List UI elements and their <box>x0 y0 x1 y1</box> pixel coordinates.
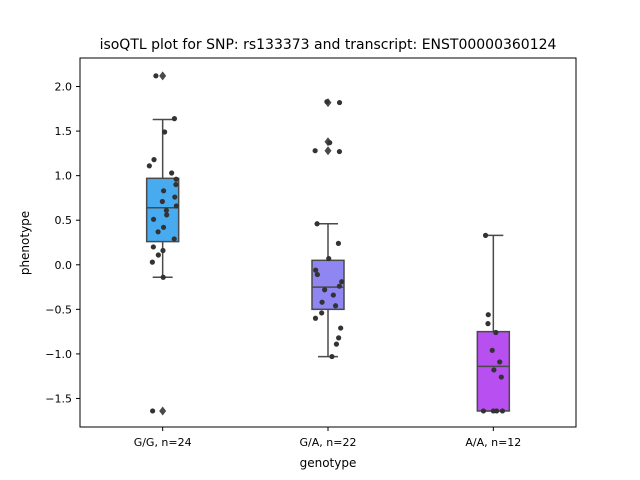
y-tick-label: 0.5 <box>55 214 73 227</box>
data-point <box>329 353 335 360</box>
data-point <box>494 408 500 414</box>
box <box>145 177 180 243</box>
data-point <box>482 232 489 238</box>
data-point <box>312 315 319 321</box>
data-point <box>153 73 159 79</box>
box-group-1 <box>145 71 180 416</box>
data-point <box>480 408 487 414</box>
data-point <box>491 367 497 373</box>
data-point <box>336 335 342 341</box>
x-axis-label: genotype <box>300 456 357 470</box>
outlier-marker <box>159 71 167 81</box>
data-point <box>339 279 345 285</box>
data-point <box>155 229 161 235</box>
x-tick-label: G/A, n=22 <box>300 436 357 449</box>
data-point <box>489 347 495 353</box>
y-tick-label: −1.5 <box>45 392 72 405</box>
data-point <box>493 329 499 336</box>
y-tick-label: −0.5 <box>45 303 72 316</box>
y-tick-label: 1.0 <box>55 170 73 183</box>
data-point <box>330 292 336 298</box>
data-point <box>319 299 325 305</box>
data-point <box>324 99 330 105</box>
data-point <box>173 176 179 182</box>
plot-area <box>145 71 511 416</box>
data-point <box>322 287 328 293</box>
data-point <box>151 157 157 163</box>
x-tick-label: G/G, n=24 <box>134 436 192 449</box>
y-axis-label: phenotype <box>18 211 32 275</box>
y-tick-label: 0.0 <box>55 259 73 272</box>
data-point <box>313 267 319 273</box>
data-point <box>499 408 506 414</box>
box-group-2 <box>311 98 345 360</box>
data-point <box>314 271 320 278</box>
data-point <box>171 236 177 242</box>
data-point <box>327 140 333 146</box>
data-point <box>160 188 167 194</box>
data-point <box>169 170 175 176</box>
data-point <box>332 303 339 309</box>
data-point <box>146 163 152 169</box>
data-point <box>173 181 179 188</box>
data-point <box>173 203 179 209</box>
data-point <box>155 252 161 258</box>
y-tick-label: 2.0 <box>55 81 73 94</box>
data-point <box>160 224 167 230</box>
data-point <box>497 359 503 365</box>
y-tick-label: −1.0 <box>45 348 72 361</box>
data-point <box>485 321 491 327</box>
data-point <box>336 148 343 155</box>
data-point <box>160 274 166 280</box>
data-point <box>336 99 343 106</box>
data-point <box>326 255 332 262</box>
data-point <box>314 221 320 227</box>
data-point <box>319 310 325 316</box>
outlier-marker <box>324 146 332 156</box>
x-tick-label: A/A, n=12 <box>465 436 521 449</box>
data-point <box>150 408 156 414</box>
data-point <box>498 374 504 380</box>
data-point <box>338 325 344 331</box>
data-point <box>172 194 178 200</box>
data-point <box>335 240 342 246</box>
data-point <box>150 244 156 250</box>
data-point <box>160 247 166 254</box>
data-point <box>333 341 340 347</box>
chart-title: isoQTL plot for SNP: rs133373 and transc… <box>100 37 557 53</box>
data-point <box>164 212 170 218</box>
data-point <box>171 116 178 122</box>
box-group-3 <box>476 232 511 414</box>
data-point <box>485 312 491 318</box>
data-point <box>159 198 165 205</box>
axes: −1.5 −1.0 −0.5 0.0 0.5 1.0 1.5 2.0 G/G, n=24 G/A,… <box>45 57 577 449</box>
y-tick-label: 1.5 <box>55 125 73 138</box>
data-point <box>312 148 318 154</box>
data-point <box>163 207 169 214</box>
data-point <box>336 283 342 289</box>
data-point <box>150 216 157 222</box>
outlier-marker <box>159 406 167 416</box>
data-point <box>149 259 155 265</box>
data-point <box>162 129 168 135</box>
